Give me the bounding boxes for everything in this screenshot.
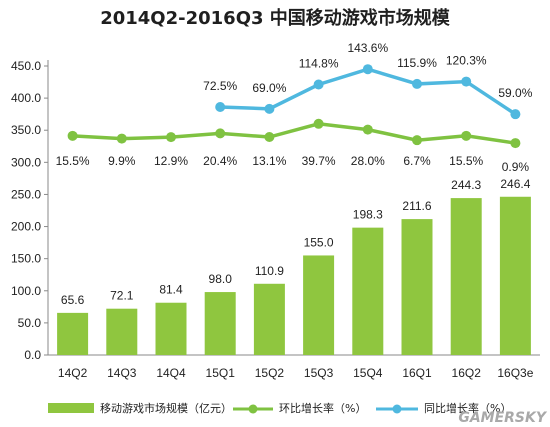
- yoy-point: [313, 79, 324, 90]
- yoy-label: 143.6%: [347, 41, 388, 55]
- bar-label: 211.6: [402, 199, 431, 213]
- qoq-point: [510, 138, 521, 149]
- x-tick-label: 15Q4: [353, 366, 383, 380]
- yoy-point: [412, 78, 422, 89]
- bar: [253, 283, 285, 355]
- qoq-label: 20.4%: [203, 154, 237, 168]
- qoq-label: 28.0%: [351, 154, 385, 168]
- yoy-point: [215, 101, 226, 112]
- legend-marker-qoq: [248, 404, 258, 414]
- x-tick-label: 14Q2: [58, 366, 88, 380]
- qoq-growth-series: 15.5% 9.9% 12.9% 20.4% 13.1% 39.7% 28.0% 6.7% 15…: [56, 118, 530, 174]
- yoy-growth-series: 72.5% 69.0% 114.8% 143.6% 115.9% 120.3% 59.0%: [203, 41, 533, 120]
- qoq-line: [72, 122, 516, 145]
- bar-series: [57, 196, 531, 355]
- yoy-label: 114.8%: [299, 57, 339, 71]
- x-tick-label: 14Q3: [107, 366, 137, 380]
- bar: [106, 308, 138, 355]
- y-tick-label: 400.0: [11, 91, 41, 105]
- qoq-point: [264, 132, 275, 143]
- yoy-label: 115.9%: [397, 56, 437, 70]
- yoy-label: 72.5%: [203, 79, 237, 93]
- qoq-label: 0.9%: [502, 160, 530, 174]
- x-tick-label: 16Q2: [452, 366, 482, 380]
- legend: 移动游戏市场规模（亿元） 环比增长率（%） 同比增长率（%）: [48, 401, 511, 415]
- yoy-point: [461, 76, 472, 87]
- bar-data-labels: 65.6 72.1 81.4 98.0 110.9 155.0 198.3 211.6 244.…: [61, 177, 531, 307]
- bar-label: 244.3: [451, 178, 481, 192]
- y-tick-label: 0.0: [24, 348, 41, 362]
- bar-label: 98.0: [209, 272, 233, 286]
- yoy-point: [264, 103, 275, 114]
- x-tick-label: 15Q3: [304, 366, 334, 380]
- bar: [499, 196, 531, 355]
- bar-label: 246.4: [500, 177, 530, 191]
- watermark: GAMERSKY: [458, 410, 548, 426]
- yoy-label: 59.0%: [498, 86, 532, 100]
- qoq-label: 15.5%: [56, 154, 90, 168]
- bar: [204, 292, 236, 355]
- legend-label-yoy: 同比增长率（%）: [424, 401, 511, 415]
- bar-label: 155.0: [304, 235, 334, 249]
- bar: [450, 198, 482, 355]
- y-tick-label: 350.0: [11, 123, 41, 137]
- qoq-point: [412, 135, 422, 146]
- bar-label: 81.4: [159, 283, 183, 297]
- qoq-label: 13.1%: [252, 154, 286, 168]
- y-tick-label: 250.0: [11, 187, 41, 201]
- y-tick-label: 100.0: [11, 284, 41, 298]
- legend-label-qoq: 环比增长率（%）: [279, 401, 366, 415]
- y-tick-label: 300.0: [11, 155, 41, 169]
- qoq-point: [215, 128, 226, 139]
- x-axis: 14Q2 14Q3 14Q4 15Q1 15Q2 15Q3 15Q4 16Q1 16Q2 16Q3…: [48, 354, 540, 380]
- yoy-label: 69.0%: [252, 81, 286, 95]
- qoq-label: 15.5%: [449, 154, 483, 168]
- qoq-point: [362, 124, 373, 135]
- bar-label: 72.1: [110, 289, 134, 303]
- legend-swatch-bar: [48, 403, 94, 413]
- legend-marker-yoy: [392, 404, 402, 414]
- bar-label: 198.3: [353, 208, 383, 222]
- qoq-label: 12.9%: [154, 154, 188, 168]
- bar: [57, 312, 89, 355]
- y-tick-label: 50.0: [18, 316, 42, 330]
- x-tick-label: 15Q2: [255, 366, 285, 380]
- bar: [401, 219, 433, 355]
- chart-title: 2014Q2-2016Q3 中国移动游戏市场规模: [100, 7, 451, 29]
- x-tick-label: 15Q1: [206, 366, 236, 380]
- yoy-point: [362, 64, 373, 75]
- legend-label-bar: 移动游戏市场规模（亿元）: [100, 401, 232, 415]
- qoq-point: [166, 132, 176, 143]
- qoq-label: 6.7%: [403, 154, 431, 168]
- yoy-point: [510, 109, 521, 120]
- y-axis: 0.0 50.0 100.0 150.0 200.0 250.0 300.0 350.0 400…: [11, 59, 49, 362]
- qoq-label: 9.9%: [108, 154, 136, 168]
- y-tick-label: 200.0: [11, 220, 41, 234]
- y-tick-label: 450.0: [11, 59, 41, 73]
- x-tick-label: 16Q1: [402, 366, 432, 380]
- qoq-point: [461, 130, 472, 141]
- y-tick-label: 150.0: [11, 252, 41, 266]
- bar: [303, 255, 335, 355]
- qoq-label: 39.7%: [302, 154, 336, 168]
- qoq-point: [313, 118, 324, 129]
- x-tick-label: 16Q3e: [497, 366, 533, 380]
- bar: [352, 227, 384, 355]
- qoq-point: [67, 130, 78, 141]
- bar-label: 110.9: [255, 264, 284, 278]
- qoq-point: [116, 133, 127, 144]
- yoy-label: 120.3%: [446, 54, 487, 68]
- bar: [155, 302, 187, 355]
- x-tick-label: 14Q4: [156, 366, 186, 380]
- bar-label: 65.6: [61, 293, 85, 307]
